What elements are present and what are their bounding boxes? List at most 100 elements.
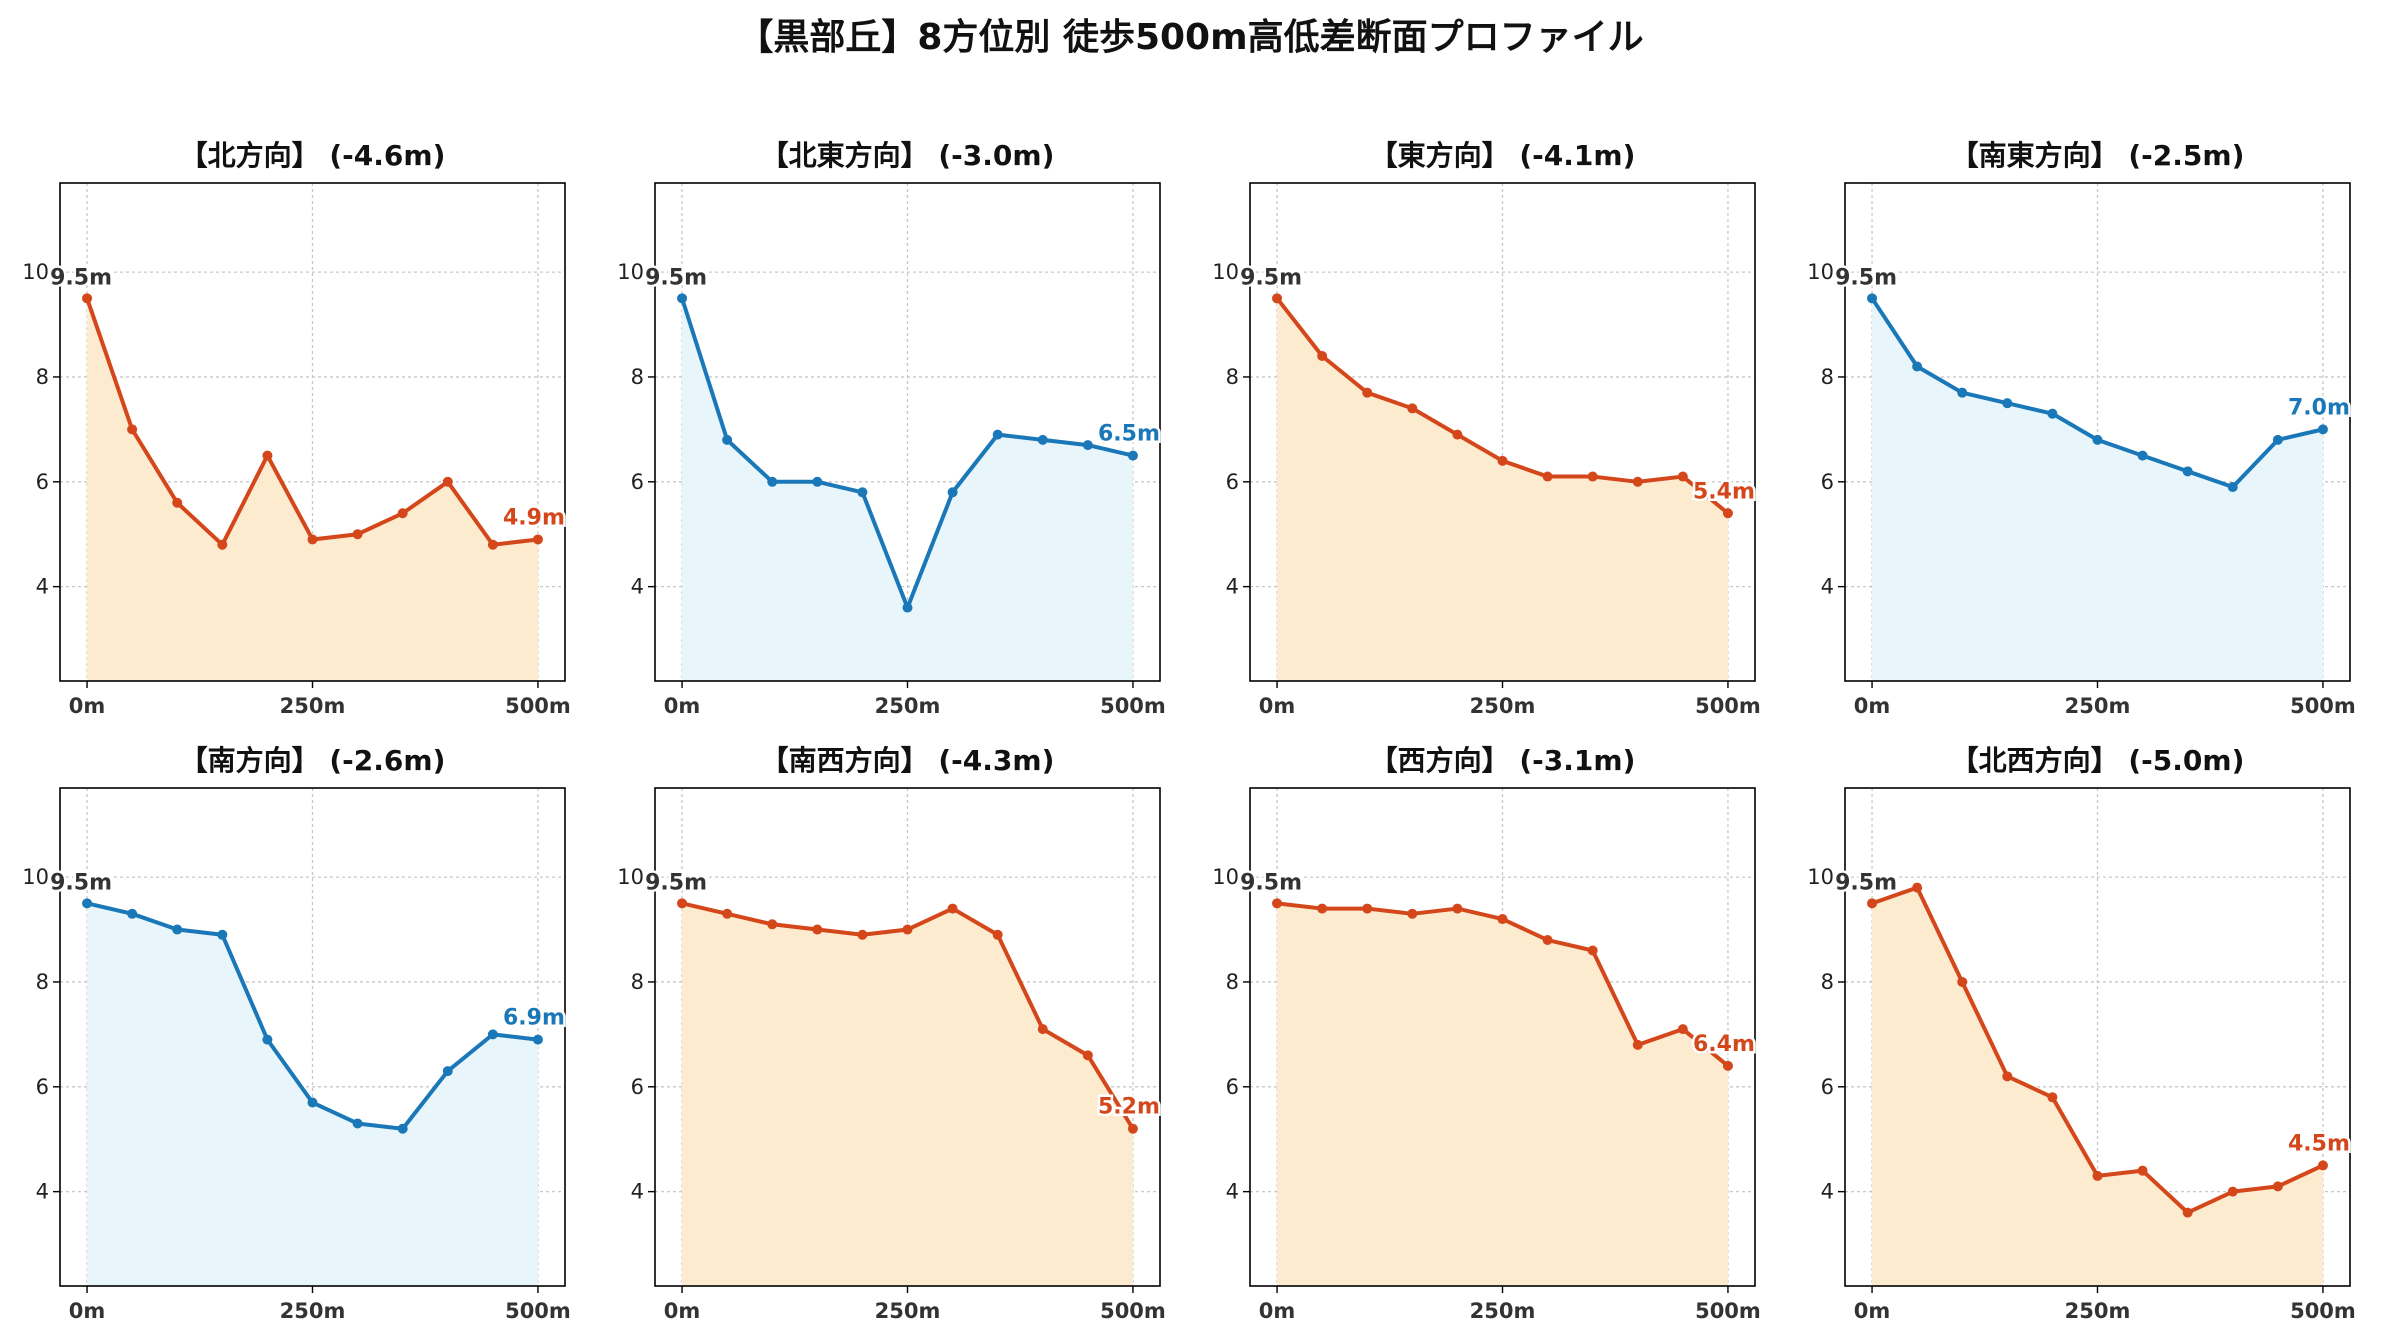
elevation-area — [1277, 298, 1728, 681]
data-point — [2092, 1170, 2103, 1181]
x-tick-label: 0m — [1259, 694, 1296, 718]
elevation-area — [1872, 887, 2323, 1286]
x-tick-label: 0m — [69, 1299, 106, 1323]
x-tick-label: 500m — [2290, 694, 2356, 718]
data-point — [172, 924, 183, 935]
y-tick-label: 6 — [631, 470, 644, 494]
data-point — [397, 508, 408, 519]
data-point — [1912, 882, 1923, 893]
data-point — [1722, 508, 1733, 519]
data-point — [2317, 424, 2328, 435]
data-point — [2137, 450, 2148, 461]
elevation-area — [87, 298, 538, 681]
x-tick-label: 250m — [875, 694, 941, 718]
data-point — [262, 1034, 273, 1045]
y-tick-label: 6 — [1821, 1075, 1834, 1099]
end-elevation-label: 7.0m — [2288, 395, 2350, 420]
data-point — [2092, 434, 2103, 445]
elevation-area — [87, 903, 538, 1286]
y-tick-label: 8 — [631, 970, 644, 994]
panel-title: 【東方向】 (-4.1m) — [1370, 139, 1636, 172]
y-tick-label: 10 — [617, 865, 644, 889]
x-tick-label: 0m — [664, 1299, 701, 1323]
data-point — [262, 450, 273, 461]
data-point — [2002, 398, 2013, 409]
data-point — [677, 293, 688, 304]
data-point — [2047, 1092, 2058, 1103]
data-point — [1957, 387, 1968, 398]
data-point — [352, 529, 363, 540]
data-point — [82, 898, 93, 909]
panel-title: 【南西方向】 (-4.3m) — [761, 744, 1055, 777]
y-tick-label: 10 — [617, 260, 644, 284]
data-point — [487, 539, 498, 550]
data-point — [2272, 434, 2283, 445]
elevation-area — [682, 298, 1133, 681]
x-tick-label: 250m — [1470, 1299, 1536, 1323]
x-tick-label: 500m — [1100, 694, 1166, 718]
x-tick-label: 500m — [1100, 1299, 1166, 1323]
data-point — [442, 1066, 453, 1077]
y-tick-label: 8 — [36, 365, 49, 389]
data-point — [1037, 1024, 1048, 1035]
data-point — [1127, 1123, 1138, 1134]
data-point — [2317, 1160, 2328, 1171]
data-point — [767, 476, 778, 487]
x-tick-label: 500m — [505, 694, 571, 718]
data-point — [307, 534, 318, 545]
data-point — [82, 293, 93, 304]
data-point — [127, 424, 138, 435]
data-point — [1082, 1050, 1093, 1061]
start-elevation-label: 9.5m — [50, 870, 112, 895]
start-elevation-label: 9.5m — [1240, 870, 1302, 895]
data-point — [1677, 471, 1688, 482]
panel-title: 【南方向】 (-2.6m) — [180, 744, 446, 777]
x-tick-label: 250m — [280, 694, 346, 718]
y-tick-label: 4 — [36, 575, 49, 599]
data-point — [1542, 935, 1553, 946]
data-point — [532, 534, 543, 545]
y-tick-label: 8 — [36, 970, 49, 994]
data-point — [1677, 1024, 1688, 1035]
data-point — [1497, 455, 1508, 466]
panel-title: 【西方向】 (-3.1m) — [1370, 744, 1636, 777]
data-point — [352, 1118, 363, 1129]
data-point — [1957, 976, 1968, 987]
data-point — [1632, 476, 1643, 487]
x-tick-label: 250m — [875, 1299, 941, 1323]
panel-title: 【北西方向】 (-5.0m) — [1951, 744, 2245, 777]
data-point — [1037, 434, 1048, 445]
y-tick-label: 6 — [1226, 470, 1239, 494]
y-tick-label: 10 — [1212, 865, 1239, 889]
y-tick-label: 6 — [36, 1075, 49, 1099]
y-tick-label: 4 — [631, 1180, 644, 1204]
data-point — [487, 1029, 498, 1040]
data-point — [857, 487, 868, 498]
x-tick-label: 0m — [1854, 1299, 1891, 1323]
y-tick-label: 8 — [1821, 365, 1834, 389]
data-point — [1317, 903, 1328, 914]
data-point — [1362, 903, 1373, 914]
data-point — [1722, 1060, 1733, 1071]
data-point — [767, 919, 778, 930]
y-tick-label: 10 — [22, 865, 49, 889]
y-tick-label: 4 — [1226, 1180, 1239, 1204]
data-point — [992, 429, 1003, 440]
data-point — [1542, 471, 1553, 482]
data-point — [902, 924, 913, 935]
data-point — [1272, 898, 1283, 909]
data-point — [722, 434, 733, 445]
data-point — [217, 539, 228, 550]
panel-title: 【北方向】 (-4.6m) — [180, 139, 446, 172]
x-tick-label: 0m — [1259, 1299, 1296, 1323]
data-point — [1272, 293, 1283, 304]
start-elevation-label: 9.5m — [1835, 870, 1897, 895]
end-elevation-label: 5.2m — [1098, 1095, 1160, 1120]
y-tick-label: 4 — [1821, 575, 1834, 599]
y-tick-label: 8 — [1226, 365, 1239, 389]
y-tick-label: 4 — [1226, 575, 1239, 599]
data-point — [1497, 914, 1508, 925]
end-elevation-label: 4.5m — [2288, 1131, 2350, 1156]
x-tick-label: 0m — [1854, 694, 1891, 718]
